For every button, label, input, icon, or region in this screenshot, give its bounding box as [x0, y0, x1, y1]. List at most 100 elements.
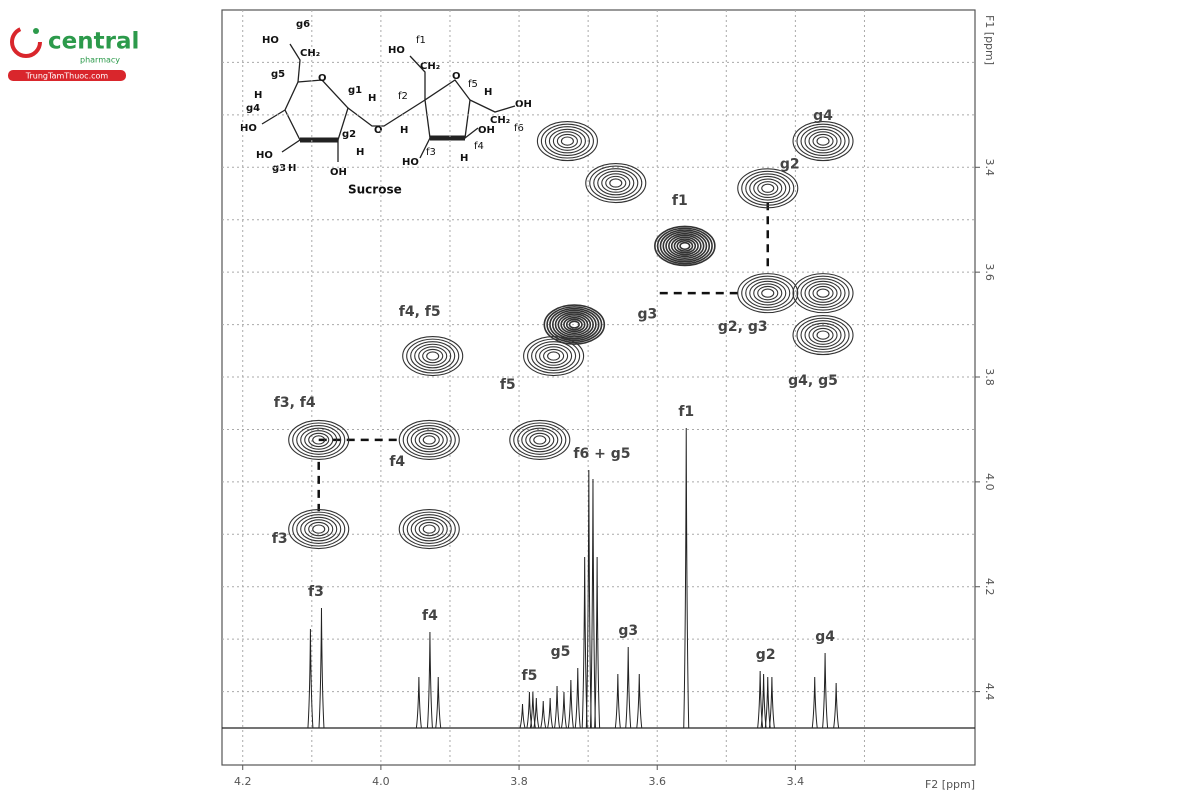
contour: [288, 509, 350, 550]
contour: [800, 126, 846, 156]
spectrum-line: [519, 703, 526, 729]
contour: [292, 422, 346, 458]
contour: [418, 521, 440, 537]
contour: [560, 136, 574, 146]
contour: [539, 346, 569, 366]
x-tick-label: 4.2: [234, 775, 252, 788]
contour: [808, 131, 838, 151]
atom-label: g3: [272, 163, 286, 174]
spectrum-label: g4: [815, 629, 835, 645]
cross-peak: [398, 509, 460, 550]
contour: [800, 278, 846, 309]
contour: [543, 304, 606, 345]
contour: [402, 422, 456, 458]
atom-label: HO: [402, 157, 419, 168]
contour: [523, 335, 585, 377]
contour: [292, 511, 346, 547]
contour: [529, 432, 551, 448]
bond: [419, 137, 431, 159]
atom-label: H: [368, 93, 376, 104]
atom-label: g4: [246, 103, 260, 114]
atom-label: OH: [478, 125, 495, 136]
contour: [557, 313, 592, 336]
ring-fructose: [424, 79, 471, 139]
ring-glucose: [284, 79, 349, 141]
spectrum-line: [764, 676, 771, 729]
y-axis-label: F1 [ppm]: [983, 15, 996, 65]
spectrum-line: [589, 478, 596, 729]
atom-label: HO: [388, 45, 405, 56]
atom-label: H: [288, 163, 296, 174]
molecule-name: Sucrose: [348, 183, 402, 197]
contour: [517, 425, 563, 455]
x-tick-label: 3.8: [510, 775, 528, 788]
bond: [409, 55, 426, 100]
y-tick-label: 4.0: [983, 473, 996, 491]
contour: [312, 524, 326, 534]
atom-label: O: [374, 125, 383, 136]
contour: [804, 322, 842, 348]
contour: [800, 320, 846, 350]
contour: [796, 317, 850, 353]
y-tick-label: 4.2: [983, 578, 996, 596]
contour: [296, 514, 342, 544]
contour: [589, 165, 643, 201]
contour: [609, 178, 623, 188]
spectrum-line: [585, 469, 592, 729]
contour: [565, 318, 583, 331]
spectrum-line: [540, 700, 547, 729]
x-axis-label: F2 [ppm]: [925, 778, 975, 791]
contour: [741, 170, 795, 206]
peak-label: f1: [672, 193, 688, 209]
atom-label: g2: [342, 129, 356, 140]
contour: [796, 123, 850, 159]
contour: [543, 348, 565, 364]
spectrum-line: [594, 556, 601, 729]
cross-peak: [792, 121, 854, 162]
logo: central pharmacy TrungTamThuoc.com: [8, 26, 139, 81]
cross-peak: [288, 509, 350, 550]
logo-icon: [10, 26, 42, 58]
spectrum-line: [426, 631, 433, 729]
spectrum-line: [625, 646, 632, 729]
contour: [544, 126, 590, 156]
peak-label: f3: [272, 531, 288, 547]
contour: [304, 430, 334, 450]
bond: [281, 139, 301, 153]
spectrum-line: [683, 427, 690, 729]
contour: [656, 227, 713, 265]
contour: [737, 168, 799, 209]
cross-peak: [398, 419, 460, 460]
cross-peak: [792, 315, 854, 356]
spectrum-label: f4: [422, 608, 438, 624]
spectrum-line: [822, 652, 829, 729]
contour: [509, 419, 571, 460]
atom-label: OH: [515, 99, 532, 110]
contour: [406, 514, 452, 544]
contour: [597, 170, 635, 196]
contour: [398, 419, 460, 460]
contour: [816, 136, 830, 146]
spectrum-label: f6 + g5: [573, 446, 630, 462]
contour: [808, 325, 838, 345]
contour: [761, 183, 775, 193]
bond: [469, 99, 516, 113]
contour: [792, 121, 854, 162]
atom-label: f4: [474, 141, 484, 152]
contour: [414, 430, 444, 450]
spectrum-label: g2: [756, 647, 776, 663]
contour: [414, 519, 444, 539]
contour: [804, 280, 842, 306]
logo-dot: [33, 28, 39, 34]
structure-labels: HO g6 CH₂ g5 O g1 H g4 H HO g2 HO g3 H H…: [240, 19, 532, 197]
contour: [816, 330, 830, 340]
contour: [406, 425, 452, 455]
contour: [749, 175, 787, 201]
contour: [668, 234, 702, 258]
logo-pill: [8, 70, 126, 81]
spectrum-line: [636, 673, 643, 729]
contour: [676, 240, 694, 252]
contour: [312, 435, 326, 445]
atom-label: CH₂: [490, 115, 510, 126]
spectrum-line: [560, 691, 567, 729]
